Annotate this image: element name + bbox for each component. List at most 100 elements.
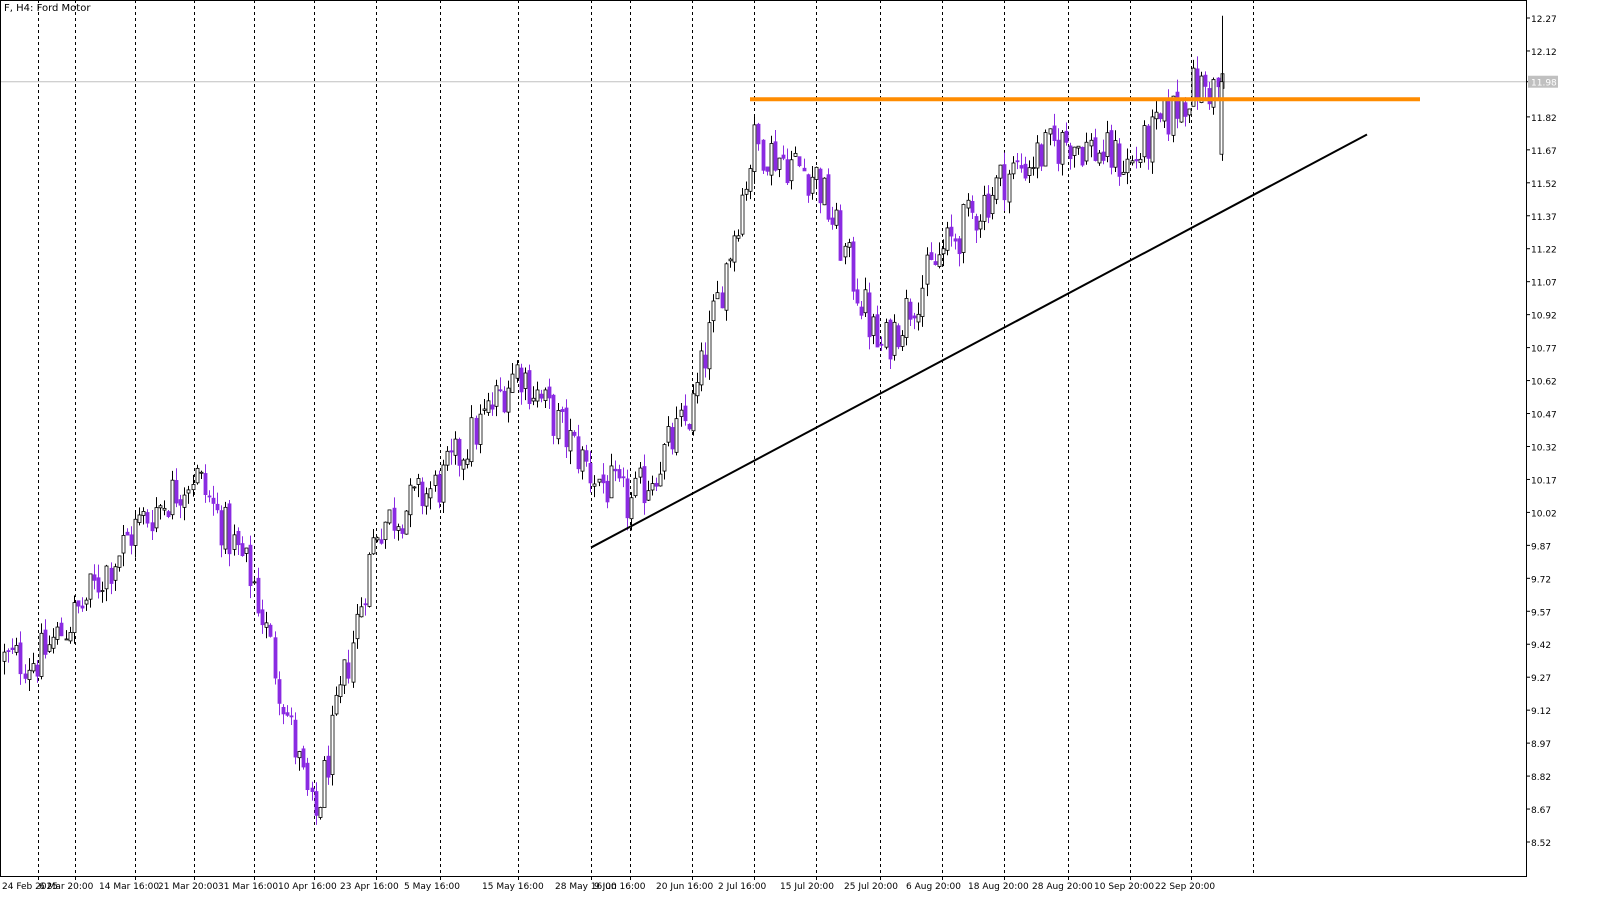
candle-bear xyxy=(838,210,843,261)
candle-bear xyxy=(1207,88,1212,105)
candle-bear xyxy=(1134,159,1139,162)
candle-bull xyxy=(609,465,614,499)
candle-bull xyxy=(1048,128,1053,135)
support-trend-line[interactable] xyxy=(590,133,1368,549)
candle-bear xyxy=(305,762,310,791)
candle-bull xyxy=(744,188,749,195)
candle-bull xyxy=(68,632,73,642)
candle-bull xyxy=(330,714,335,775)
candle-bear xyxy=(761,139,766,171)
candle-bull xyxy=(789,159,794,182)
candle-bear xyxy=(1146,125,1151,159)
candle-bull xyxy=(1211,79,1216,108)
candle-bull xyxy=(994,177,999,200)
candle-bull xyxy=(338,684,343,698)
current-price-tag xyxy=(1528,75,1558,88)
candle-bull xyxy=(777,157,782,170)
candle-bull xyxy=(182,494,187,508)
candle-bear xyxy=(1203,74,1208,87)
y-tick-label: 12.27 xyxy=(1531,15,1557,25)
candle-bull xyxy=(814,166,819,180)
candle-bear xyxy=(564,407,569,448)
candle-bear xyxy=(605,480,610,503)
y-tick-label: 11.22 xyxy=(1531,246,1557,256)
candle-bear xyxy=(642,466,647,504)
y-tick-label: 10.77 xyxy=(1531,345,1557,355)
candle-bull xyxy=(998,164,1003,179)
candle-bear xyxy=(1019,165,1024,169)
candle-bull xyxy=(925,254,930,285)
candle-bull xyxy=(515,364,520,379)
candle-bear xyxy=(970,201,975,213)
candle-bull xyxy=(523,372,528,389)
candle-bear xyxy=(178,499,183,506)
candle-bull xyxy=(847,242,852,248)
candle-bull xyxy=(64,638,69,641)
candle-bull xyxy=(810,176,815,194)
candle-bull xyxy=(264,622,269,628)
candle-bear xyxy=(703,354,708,369)
candle-bear xyxy=(1052,125,1057,141)
candle-bull xyxy=(1007,173,1012,203)
candle-bull xyxy=(961,204,966,253)
candle-bear xyxy=(576,436,581,470)
candle-bear xyxy=(437,474,442,503)
candle-bull xyxy=(416,478,421,485)
x-tick-label: 10 Apr 16:00 xyxy=(278,882,337,892)
candle-bull xyxy=(1084,141,1089,162)
x-tick-label: 6 Aug 20:00 xyxy=(906,882,961,892)
candle-bear xyxy=(273,637,278,679)
x-tick-label: 10 Sep 20:00 xyxy=(1094,882,1154,892)
candle-bull xyxy=(88,573,93,600)
candle-bear xyxy=(59,622,64,637)
candle-bear xyxy=(310,787,315,792)
candle-bull xyxy=(543,389,548,401)
candle-bull xyxy=(158,505,163,509)
candle-bull xyxy=(445,450,450,466)
candle-bull xyxy=(318,807,323,818)
candle-bull xyxy=(707,322,712,370)
candle-bull xyxy=(1154,111,1159,120)
candle-bull xyxy=(510,373,515,393)
candle-bear xyxy=(219,510,224,546)
y-tick-label: 10.62 xyxy=(1531,378,1557,388)
candle-bear xyxy=(109,567,114,584)
candle-bear xyxy=(474,417,479,445)
candle-bull xyxy=(1150,116,1155,163)
candle-bull xyxy=(244,547,249,554)
candle-bull xyxy=(1191,67,1196,107)
candle-bull xyxy=(920,287,925,317)
candle-bear xyxy=(765,166,770,172)
candle-bear xyxy=(875,314,880,348)
drawn-lines[interactable] xyxy=(590,97,1420,549)
candle-bull xyxy=(51,636,56,649)
x-tick-label: 15 Jul 20:00 xyxy=(780,882,834,892)
candle-bear xyxy=(802,167,807,172)
candle-bear xyxy=(203,473,208,495)
candle-bear xyxy=(420,481,425,507)
candle-bull xyxy=(424,493,429,507)
candle-bear xyxy=(76,600,81,607)
candle-bull xyxy=(1125,158,1130,174)
candle-bear xyxy=(1064,130,1069,143)
candle-bull xyxy=(1171,95,1176,136)
y-tick-label: 8.82 xyxy=(1531,773,1551,783)
candle-bull xyxy=(465,458,470,465)
y-tick-label: 10.02 xyxy=(1531,509,1557,519)
candle-bull xyxy=(900,335,905,347)
x-tick-label: 20 Jun 16:00 xyxy=(656,882,713,892)
candle-bear xyxy=(227,503,232,555)
candle-bull xyxy=(945,227,950,251)
candle-bull xyxy=(937,254,942,267)
candle-bull xyxy=(966,199,971,209)
candle-bull xyxy=(1027,167,1032,176)
x-tick-label: 15 May 16:00 xyxy=(482,882,544,892)
candle-bull xyxy=(1043,132,1048,167)
candle-bull xyxy=(1187,108,1192,116)
y-tick-label: 11.07 xyxy=(1531,279,1557,289)
candle-bull xyxy=(375,537,380,541)
candle-bull xyxy=(453,438,458,456)
y-tick-label: 10.47 xyxy=(1531,411,1557,421)
candle-bear xyxy=(379,539,384,544)
